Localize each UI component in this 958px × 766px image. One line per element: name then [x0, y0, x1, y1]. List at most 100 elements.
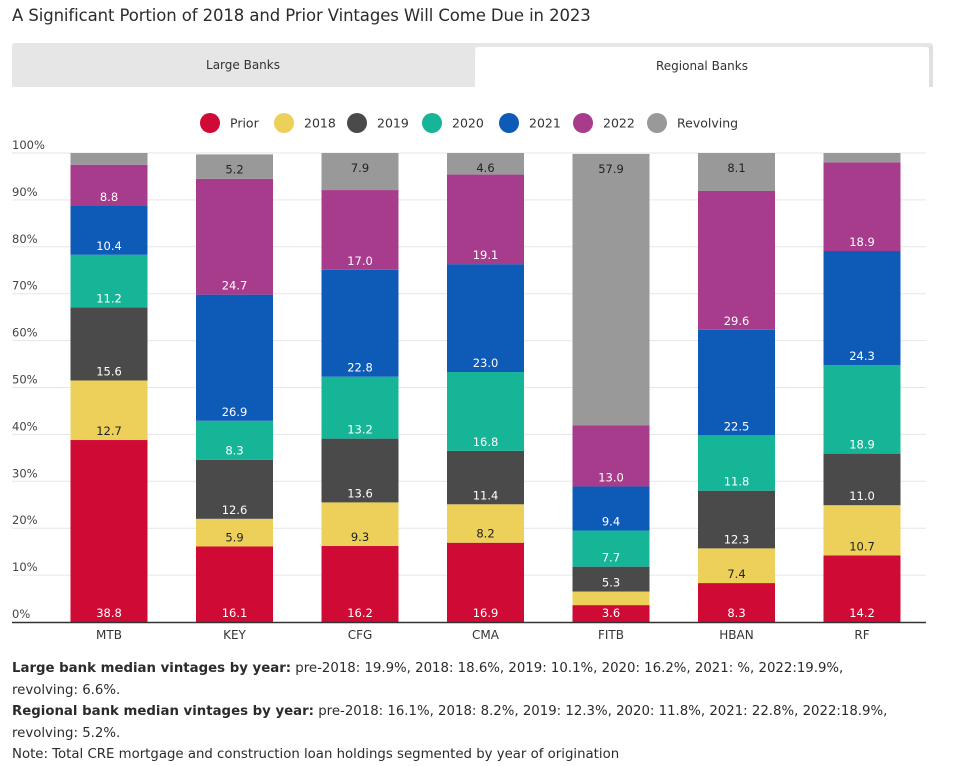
bar-segment-2021[interactable]	[70, 205, 148, 255]
bar-segment-2018[interactable]	[447, 504, 524, 543]
tab-edge	[929, 46, 933, 87]
bar-group-cfg: 16.2 9.3 13.6 13.2 22.8 17.0 7.9	[321, 153, 399, 622]
legend-label: Prior	[230, 116, 260, 131]
bar-segment-revolving[interactable]	[70, 153, 148, 165]
bar-segment-revolving[interactable]	[196, 154, 273, 179]
bar-segment-2021[interactable]	[196, 294, 273, 421]
bar-segment-2021[interactable]	[823, 251, 901, 365]
legend-item-2020[interactable]: 2020	[422, 113, 484, 133]
bar-segment-2022[interactable]	[196, 178, 273, 295]
data-label: 23.0	[473, 356, 499, 370]
large-bank-note-text: pre-2018: 19.9%, 2018: 18.6%, 2019: 10.1…	[12, 661, 844, 698]
bar-segment-2022[interactable]	[572, 425, 650, 487]
data-label: 13.6	[347, 486, 373, 500]
bar-segment-2021[interactable]	[321, 269, 399, 377]
legend-item-revolving[interactable]: Revolving	[647, 113, 738, 133]
bar-segment-2018[interactable]	[572, 591, 650, 606]
bar-segment-2018[interactable]	[823, 505, 901, 556]
bar-segment-2022[interactable]	[70, 164, 148, 206]
legend-item-prior[interactable]: Prior	[200, 113, 260, 133]
y-tick-label: 60%	[12, 326, 38, 340]
bar-segment-prior[interactable]	[447, 542, 524, 622]
bar-group-rf: 14.2 10.7 11.0 18.9 24.3 18.9	[823, 153, 901, 622]
legend-item-2021[interactable]: 2021	[499, 113, 561, 133]
data-label: 4.6	[476, 161, 494, 175]
bar-segment-2022[interactable]	[823, 162, 901, 252]
bar-segment-prior[interactable]	[70, 440, 148, 622]
data-label: 7.7	[602, 551, 620, 565]
data-label: 16.8	[473, 435, 499, 449]
bar-segment-prior[interactable]	[196, 546, 273, 622]
legend-label: Revolving	[677, 116, 738, 131]
bar-segment-2020[interactable]	[823, 364, 901, 454]
bar-segment-prior[interactable]	[321, 546, 399, 622]
data-label: 38.8	[96, 606, 122, 620]
legend-swatch	[573, 113, 593, 133]
bar-segment-2019[interactable]	[447, 450, 524, 505]
bar-segment-2018[interactable]	[70, 380, 148, 441]
data-label: 13.0	[598, 470, 624, 484]
bar-segment-revolving[interactable]	[447, 153, 524, 175]
x-tick-label: KEY	[223, 628, 246, 642]
legend-item-2019[interactable]: 2019	[347, 113, 409, 133]
legend-swatch	[499, 113, 519, 133]
bar-segment-2022[interactable]	[698, 190, 775, 330]
bar-segment-2019[interactable]	[572, 566, 650, 592]
bar-group-mtb: 38.8 12.7 15.6 11.2 10.4 8.8	[70, 153, 148, 622]
x-tick-label: RF	[854, 628, 869, 642]
bar-segment-2020[interactable]	[447, 372, 524, 451]
legend-item-2022[interactable]: 2022	[573, 113, 635, 133]
legend-swatch	[347, 113, 367, 133]
bar-segment-2019[interactable]	[823, 453, 901, 506]
legend-item-2018[interactable]: 2018	[274, 113, 336, 133]
legend-swatch	[274, 113, 294, 133]
bar-segment-prior[interactable]	[572, 605, 650, 622]
data-label: 11.2	[96, 291, 122, 305]
bar-segment-2019[interactable]	[196, 459, 273, 519]
bar-segment-prior[interactable]	[823, 555, 901, 622]
data-label: 5.9	[225, 530, 243, 544]
data-label: 16.2	[347, 606, 373, 620]
bar-segment-2020[interactable]	[196, 420, 273, 460]
bar-segment-2020[interactable]	[698, 435, 775, 491]
bar-segment-2021[interactable]	[572, 486, 650, 531]
y-tick-label: 50%	[12, 373, 38, 387]
bar-segment-prior[interactable]	[698, 583, 775, 622]
source-note: Note: Total CRE mortgage and constructio…	[12, 747, 620, 762]
legend: Prior 2018 2019 2020 2021 2022 Revolving	[200, 113, 738, 133]
data-label: 17.0	[347, 254, 373, 268]
data-label: 10.4	[96, 239, 122, 253]
tab-large-banks[interactable]: Large Banks	[206, 58, 280, 72]
tab-regional-banks[interactable]: Regional Banks	[475, 47, 929, 87]
data-label: 16.9	[473, 606, 499, 620]
x-tick-label: CFG	[348, 628, 373, 642]
bar-segment-revolving[interactable]	[572, 153, 650, 426]
bar-segment-2019[interactable]	[321, 438, 399, 503]
data-label: 12.6	[222, 503, 248, 517]
bar-segment-revolving[interactable]	[698, 153, 775, 191]
data-label: 18.9	[849, 235, 875, 249]
bar-segment-revolving[interactable]	[823, 153, 901, 163]
data-label: 12.3	[724, 532, 750, 546]
bar-segment-2020[interactable]	[321, 376, 399, 439]
bar-segment-2020[interactable]	[572, 530, 650, 567]
bar-segment-2020[interactable]	[70, 254, 148, 308]
y-tick-label: 30%	[12, 466, 38, 480]
bar-segment-2022[interactable]	[321, 190, 399, 270]
data-label: 19.1	[473, 248, 499, 262]
bar-segment-2018[interactable]	[698, 548, 775, 584]
bar-segment-2019[interactable]	[698, 490, 775, 549]
data-label: 9.4	[602, 515, 620, 529]
bar-segment-2019[interactable]	[70, 307, 148, 381]
legend-label: 2021	[529, 116, 561, 131]
bar-segment-revolving[interactable]	[321, 153, 399, 191]
bar-segment-2018[interactable]	[321, 502, 399, 547]
bar-segment-2021[interactable]	[447, 264, 524, 373]
data-label: 11.4	[473, 488, 499, 502]
legend-label: 2020	[452, 116, 484, 131]
regional-bank-note-label: Regional bank median vintages by year:	[12, 704, 314, 719]
bar-segment-2021[interactable]	[698, 329, 775, 436]
bar-segment-2022[interactable]	[447, 174, 524, 265]
data-label: 8.2	[476, 527, 494, 541]
bar-segment-2018[interactable]	[196, 518, 273, 547]
